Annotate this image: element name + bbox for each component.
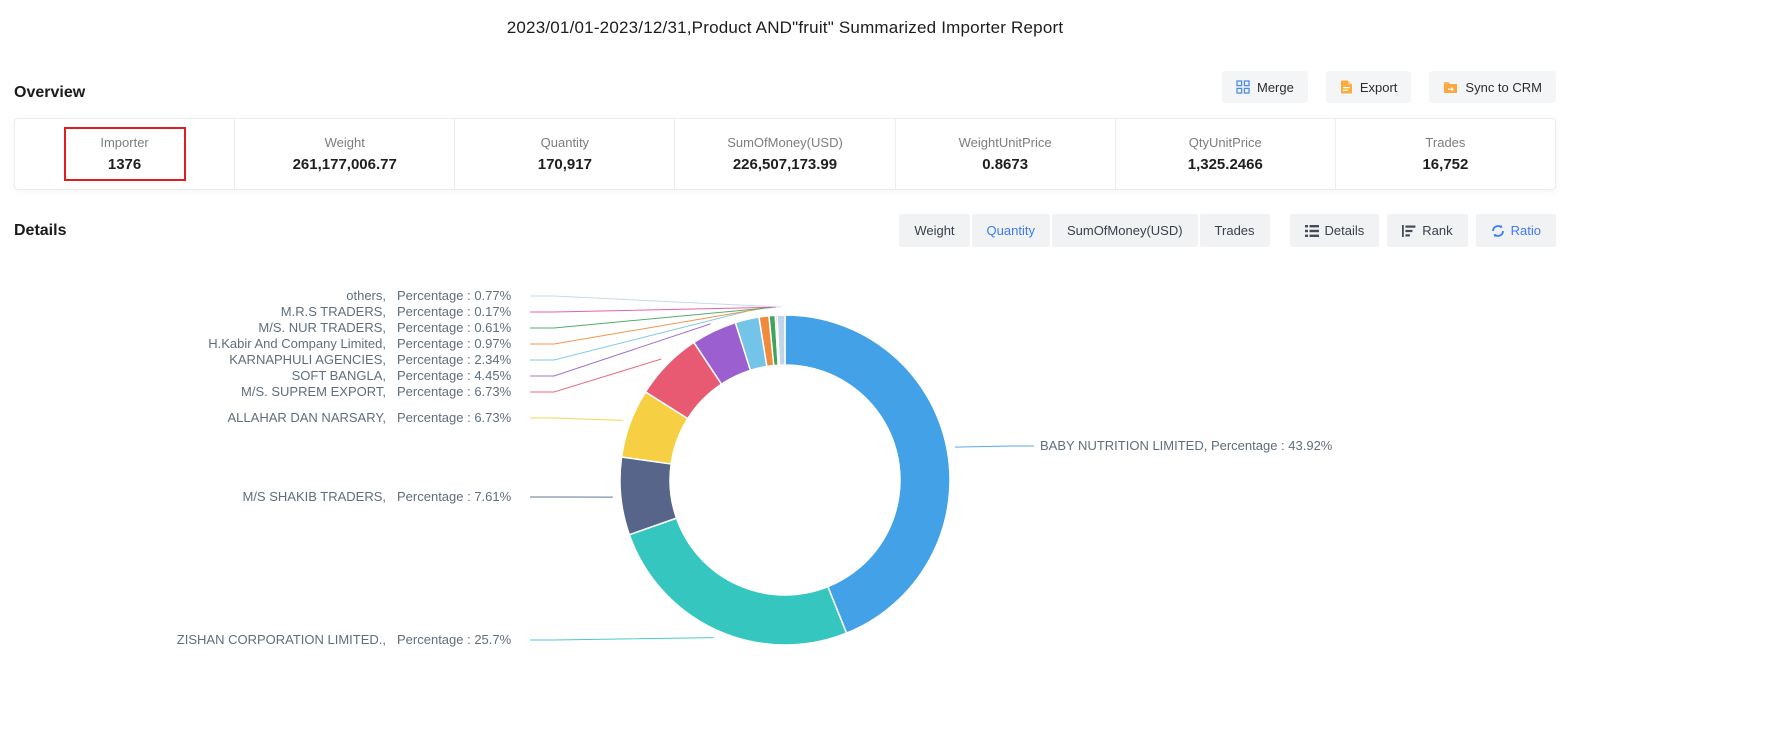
overview-toolbar: Merge Export Sync to CRM xyxy=(1221,71,1556,103)
stat-sum-of-money-value: 226,507,173.99 xyxy=(732,156,838,173)
stat-quantity-label: Quantity xyxy=(540,135,590,150)
stat-importer: Importer 1376 xyxy=(15,119,234,189)
tab-trades-label: Trades xyxy=(1214,223,1255,238)
view-tab-details-label: Details xyxy=(1324,223,1365,238)
stat-weight-unit-price: WeightUnitPrice 0.8673 xyxy=(894,119,1115,189)
merge-icon xyxy=(1236,80,1250,94)
metric-tabs: Weight Quantity SumOfMoney(USD) Trades xyxy=(899,214,1270,247)
details-heading: Details xyxy=(14,222,67,239)
stat-qty-unit-price-value: 1,325.2466 xyxy=(1187,156,1263,173)
stat-weight-unit-price-value: 0.8673 xyxy=(982,156,1029,173)
details-icon xyxy=(1304,224,1319,237)
stat-importer-label: Importer xyxy=(100,135,149,150)
pie-label-percentage-h-kabir-and-company-limited: Percentage : 0.97% xyxy=(397,336,512,351)
overview-stats-card: Importer 1376 Weight 261,177,006.77 Quan… xyxy=(14,118,1556,190)
tab-sumofmoney-usd[interactable]: SumOfMoney(USD) xyxy=(1051,214,1198,247)
view-tab-rank[interactable]: Rank xyxy=(1387,214,1468,247)
pie-label-name-allahar-dan-narsary: ALLAHAR DAN NARSARY, xyxy=(228,410,386,425)
pie-label-name-h-kabir-and-company-limited: H.Kabir And Company Limited, xyxy=(208,336,386,351)
pie-leader-line-allahar-dan-narsary xyxy=(530,417,623,421)
pie-segment-zishan-corporation-limited[interactable] xyxy=(628,517,848,646)
pie-label-percentage-m-s-shakib-traders: Percentage : 7.61% xyxy=(397,489,512,504)
pie-segment-others[interactable] xyxy=(776,314,786,366)
pie-label-name-karnaphuli-agencies: KARNAPHULI AGENCIES, xyxy=(229,352,386,367)
view-tab-details[interactable]: Details xyxy=(1289,214,1380,247)
view-tab-ratio-label: Ratio xyxy=(1510,223,1541,238)
stat-weight-value: 261,177,006.77 xyxy=(292,156,397,173)
stat-sum-of-money-label: SumOfMoney(USD) xyxy=(727,135,843,150)
overview-heading: Overview xyxy=(14,84,86,101)
pie-label-name-soft-bangla: SOFT BANGLA, xyxy=(292,368,386,383)
stat-sum-of-money: SumOfMoney(USD) 226,507,173.99 xyxy=(674,119,894,189)
tab-weight[interactable]: Weight xyxy=(899,214,970,247)
merge-button-label: Merge xyxy=(1256,79,1294,95)
pie-label-percentage-karnaphuli-agencies: Percentage : 2.34% xyxy=(397,352,512,367)
tab-sumofmoney-usd-label: SumOfMoney(USD) xyxy=(1066,223,1183,238)
tab-quantity[interactable]: Quantity xyxy=(971,214,1050,247)
stat-weight: Weight 261,177,006.77 xyxy=(234,119,454,189)
sync-to-crm-button-label: Sync to CRM xyxy=(1465,79,1542,95)
pie-label-name-others: others, xyxy=(346,288,386,303)
pie-label-percentage-others: Percentage : 0.77% xyxy=(397,288,512,303)
pie-label-percentage-soft-bangla: Percentage : 4.45% xyxy=(397,368,512,383)
pie-label-name-m-r-s-traders: M.R.S TRADERS, xyxy=(281,304,386,319)
pie-label-percentage-m-r-s-traders: Percentage : 0.17% xyxy=(397,304,512,319)
sync-to-crm-button[interactable]: Sync to CRM xyxy=(1429,71,1556,103)
export-button-label: Export xyxy=(1359,79,1398,95)
rank-icon xyxy=(1402,224,1416,237)
stat-weight-label: Weight xyxy=(324,135,365,150)
stat-weight-unit-price-label: WeightUnitPrice xyxy=(958,135,1052,150)
tab-weight-label: Weight xyxy=(914,223,955,238)
details-controls: Weight Quantity SumOfMoney(USD) Trades D… xyxy=(899,214,1556,247)
merge-button[interactable]: Merge xyxy=(1221,71,1308,103)
sync-crm-icon xyxy=(1443,81,1458,94)
pie-leader-line-m-r-s-traders xyxy=(530,306,776,313)
ratio-icon xyxy=(1491,224,1505,238)
stat-quantity: Quantity 170,917 xyxy=(454,119,674,189)
stat-qty-unit-price: QtyUnitPrice 1,325.2466 xyxy=(1114,119,1335,189)
tab-trades[interactable]: Trades xyxy=(1199,214,1270,247)
stat-trades-value: 16,752 xyxy=(1422,156,1469,173)
view-tab-rank-label: Rank xyxy=(1422,223,1453,238)
tab-quantity-label: Quantity xyxy=(986,223,1035,238)
export-button[interactable]: Export xyxy=(1325,71,1412,103)
pie-leader-line-others xyxy=(530,295,781,308)
stat-trades-label: Trades xyxy=(1425,135,1466,150)
pie-leader-line-baby-nutrition-limited xyxy=(954,445,1034,448)
stat-qty-unit-price-label: QtyUnitPrice xyxy=(1188,135,1262,150)
pie-label-percentage-m-s-suprem-export: Percentage : 6.73% xyxy=(397,384,512,399)
page-title: 2023/01/01-2023/12/31,Product AND"fruit"… xyxy=(506,18,1064,37)
pie-label-name-zishan-corporation-limited: ZISHAN CORPORATION LIMITED., xyxy=(177,632,386,647)
export-icon xyxy=(1340,80,1353,94)
pie-label-percentage-m-s-nur-traders: Percentage : 0.61% xyxy=(397,320,512,335)
pie-label-baby-nutrition-limited: BABY NUTRITION LIMITED, Percentage : 43.… xyxy=(1040,438,1333,453)
view-tab-ratio[interactable]: Ratio xyxy=(1475,214,1556,247)
stat-quantity-value: 170,917 xyxy=(537,156,592,173)
pie-leader-line-zishan-corporation-limited xyxy=(530,637,714,641)
stat-trades: Trades 16,752 xyxy=(1334,119,1555,189)
pie-label-name-m-s-suprem-export: M/S. SUPREM EXPORT, xyxy=(241,384,386,399)
pie-label-name-m-s-shakib-traders: M/S SHAKIB TRADERS, xyxy=(242,489,386,504)
pie-segment-baby-nutrition-limited[interactable] xyxy=(784,314,951,635)
pie-label-percentage-zishan-corporation-limited: Percentage : 25.7% xyxy=(397,632,512,647)
pie-leader-line-m-s-suprem-export xyxy=(530,358,662,393)
pie-label-percentage-allahar-dan-narsary: Percentage : 6.73% xyxy=(397,410,512,425)
view-tabs: Details Rank Ratio xyxy=(1289,214,1556,247)
stat-importer-value: 1376 xyxy=(107,156,142,173)
pie-label-name-m-s-nur-traders: M/S. NUR TRADERS, xyxy=(258,320,386,335)
